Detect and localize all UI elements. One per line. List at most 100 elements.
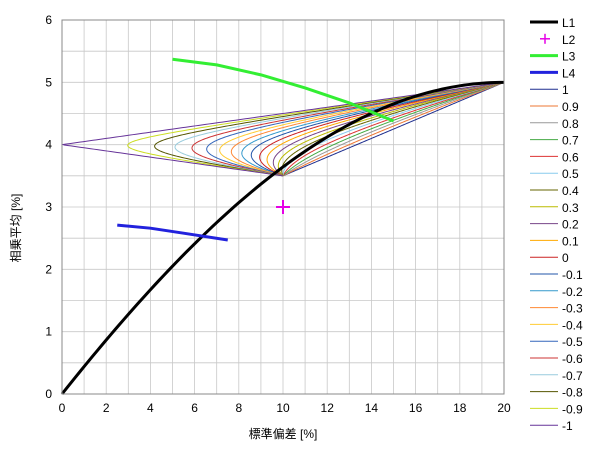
special-series-layer <box>60 57 505 395</box>
series-line-rho-1 <box>282 81 505 177</box>
series-line-rho-0.4 <box>281 81 505 177</box>
legend-label: -0.6 <box>562 352 583 366</box>
legend-item: L2 <box>540 33 576 47</box>
x-tick-label: 16 <box>409 401 423 415</box>
legend-item: 1 <box>530 83 569 97</box>
legend-label: L1 <box>562 16 576 30</box>
x-tick-label: 8 <box>235 401 242 415</box>
legend-label: -0.7 <box>562 369 583 383</box>
legend-item: 0.1 <box>530 234 579 248</box>
legend-item: -0.4 <box>530 318 583 332</box>
x-tick-label: 10 <box>276 401 290 415</box>
series-marker-l2 <box>276 200 290 214</box>
legend-item: 0 <box>530 251 569 265</box>
legend-item: -0.8 <box>530 386 583 400</box>
series-line-rho-0.3 <box>277 81 505 177</box>
series-line-rho-neg0.7 <box>174 81 505 177</box>
series-line-rho-0.7 <box>282 81 505 177</box>
y-tick-label: 5 <box>45 75 52 89</box>
legend-item: 0.4 <box>530 184 579 198</box>
legend-label: 0.7 <box>562 134 579 148</box>
series-group-rho-0.3 <box>277 81 505 177</box>
series-line-rho-0.8 <box>282 81 505 177</box>
x-tick-label: 20 <box>497 401 511 415</box>
x-tick-label: 18 <box>453 401 467 415</box>
series-layer <box>61 81 505 177</box>
series-group-rho-0.4 <box>281 81 505 177</box>
series-group-rho-neg0.4 <box>219 81 505 177</box>
series-line-rho-neg0.9 <box>127 81 505 177</box>
legend-item: 0.3 <box>530 201 579 215</box>
legend-label: -0.1 <box>562 268 583 282</box>
x-tick-label: 6 <box>191 401 198 415</box>
series-group-rho-0.2 <box>272 81 505 177</box>
series-group-rho-0.9 <box>282 81 505 177</box>
series-line-l1 <box>60 80 505 395</box>
y-tick-label: 2 <box>45 262 52 276</box>
x-tick-label: 14 <box>365 401 379 415</box>
x-tick-label: 0 <box>59 401 66 415</box>
legend-item: -0.6 <box>530 352 583 366</box>
legend-label: -1 <box>562 419 573 433</box>
series-line-rho-0.6 <box>282 81 505 177</box>
legend-label: 0.8 <box>562 117 579 131</box>
series-line-rho-neg0.3 <box>230 81 505 177</box>
legend-label: 0.3 <box>562 201 579 215</box>
legend-item: -0.5 <box>530 335 583 349</box>
x-axis-title: 標準偏差 [%] <box>249 426 318 441</box>
series-line-rho-0.9 <box>282 81 505 177</box>
series-group-rho-0.8 <box>282 81 505 177</box>
x-tick-label: 2 <box>103 401 110 415</box>
y-tick-label: 4 <box>45 138 52 152</box>
y-tick-label: 3 <box>45 200 52 214</box>
series-line-l4 <box>117 223 228 242</box>
series-group-rho-neg0.2 <box>241 81 505 177</box>
legend-label: 0.2 <box>562 218 579 232</box>
y-tick-label: 6 <box>45 13 52 27</box>
series-group-rho-0.6 <box>282 81 505 177</box>
legend-item: -1 <box>530 419 573 433</box>
series-group-rho-neg0.1 <box>250 81 505 177</box>
legend-item: -0.3 <box>530 302 583 316</box>
legend-label: 0.9 <box>562 100 579 114</box>
legend-label: -0.9 <box>562 402 583 416</box>
y-axis-title: 相乗平均 [%] <box>9 194 23 263</box>
series-line-rho-neg0.8 <box>154 81 505 177</box>
series-group-rho-0 <box>259 81 505 177</box>
legend-label: 0.1 <box>562 234 579 248</box>
series-line-l3 <box>172 57 395 123</box>
legend-label: 0 <box>562 251 569 265</box>
series-line-rho-neg1 <box>61 81 505 177</box>
legend-label: 1 <box>562 83 569 97</box>
legend-item: 0.8 <box>530 117 579 131</box>
series-group-rho-neg0.3 <box>230 81 505 177</box>
series-group-rho-0.7 <box>282 81 505 177</box>
legend-label: 0.5 <box>562 167 579 181</box>
series-line-rho-0.2 <box>272 81 505 177</box>
y-tick-label: 0 <box>45 387 52 401</box>
legend-item: 0.7 <box>530 134 579 148</box>
legend-item: L4 <box>530 66 576 80</box>
legend-item: L3 <box>530 50 576 64</box>
x-tick-label: 4 <box>147 401 154 415</box>
series-group-rho-neg1 <box>61 81 505 177</box>
y-tick-label: 1 <box>45 325 52 339</box>
legend-item: -0.9 <box>530 402 583 416</box>
legend-item: -0.1 <box>530 268 583 282</box>
series-group-rho-1 <box>282 81 505 177</box>
series-group-rho-neg0.7 <box>174 81 505 177</box>
series-line-rho-0 <box>259 81 505 177</box>
legend-label: 0.4 <box>562 184 579 198</box>
plot-frame <box>61 19 505 395</box>
legend-label: L2 <box>562 33 576 47</box>
legend: L1 L2 L3 L4 1 0.9 0.8 0.7 0.6 0.5 0.4 0.3 0.2 0.1 0 -0.… <box>530 16 583 433</box>
series-group-rho-neg0.8 <box>154 81 505 177</box>
legend-label: L3 <box>562 50 576 64</box>
legend-label: 0.6 <box>562 150 579 164</box>
series-line-rho-neg0.2 <box>241 81 505 177</box>
grid-layer <box>61 19 505 395</box>
series-group-rho-0.1 <box>266 81 505 177</box>
legend-item: 0.5 <box>530 167 579 181</box>
